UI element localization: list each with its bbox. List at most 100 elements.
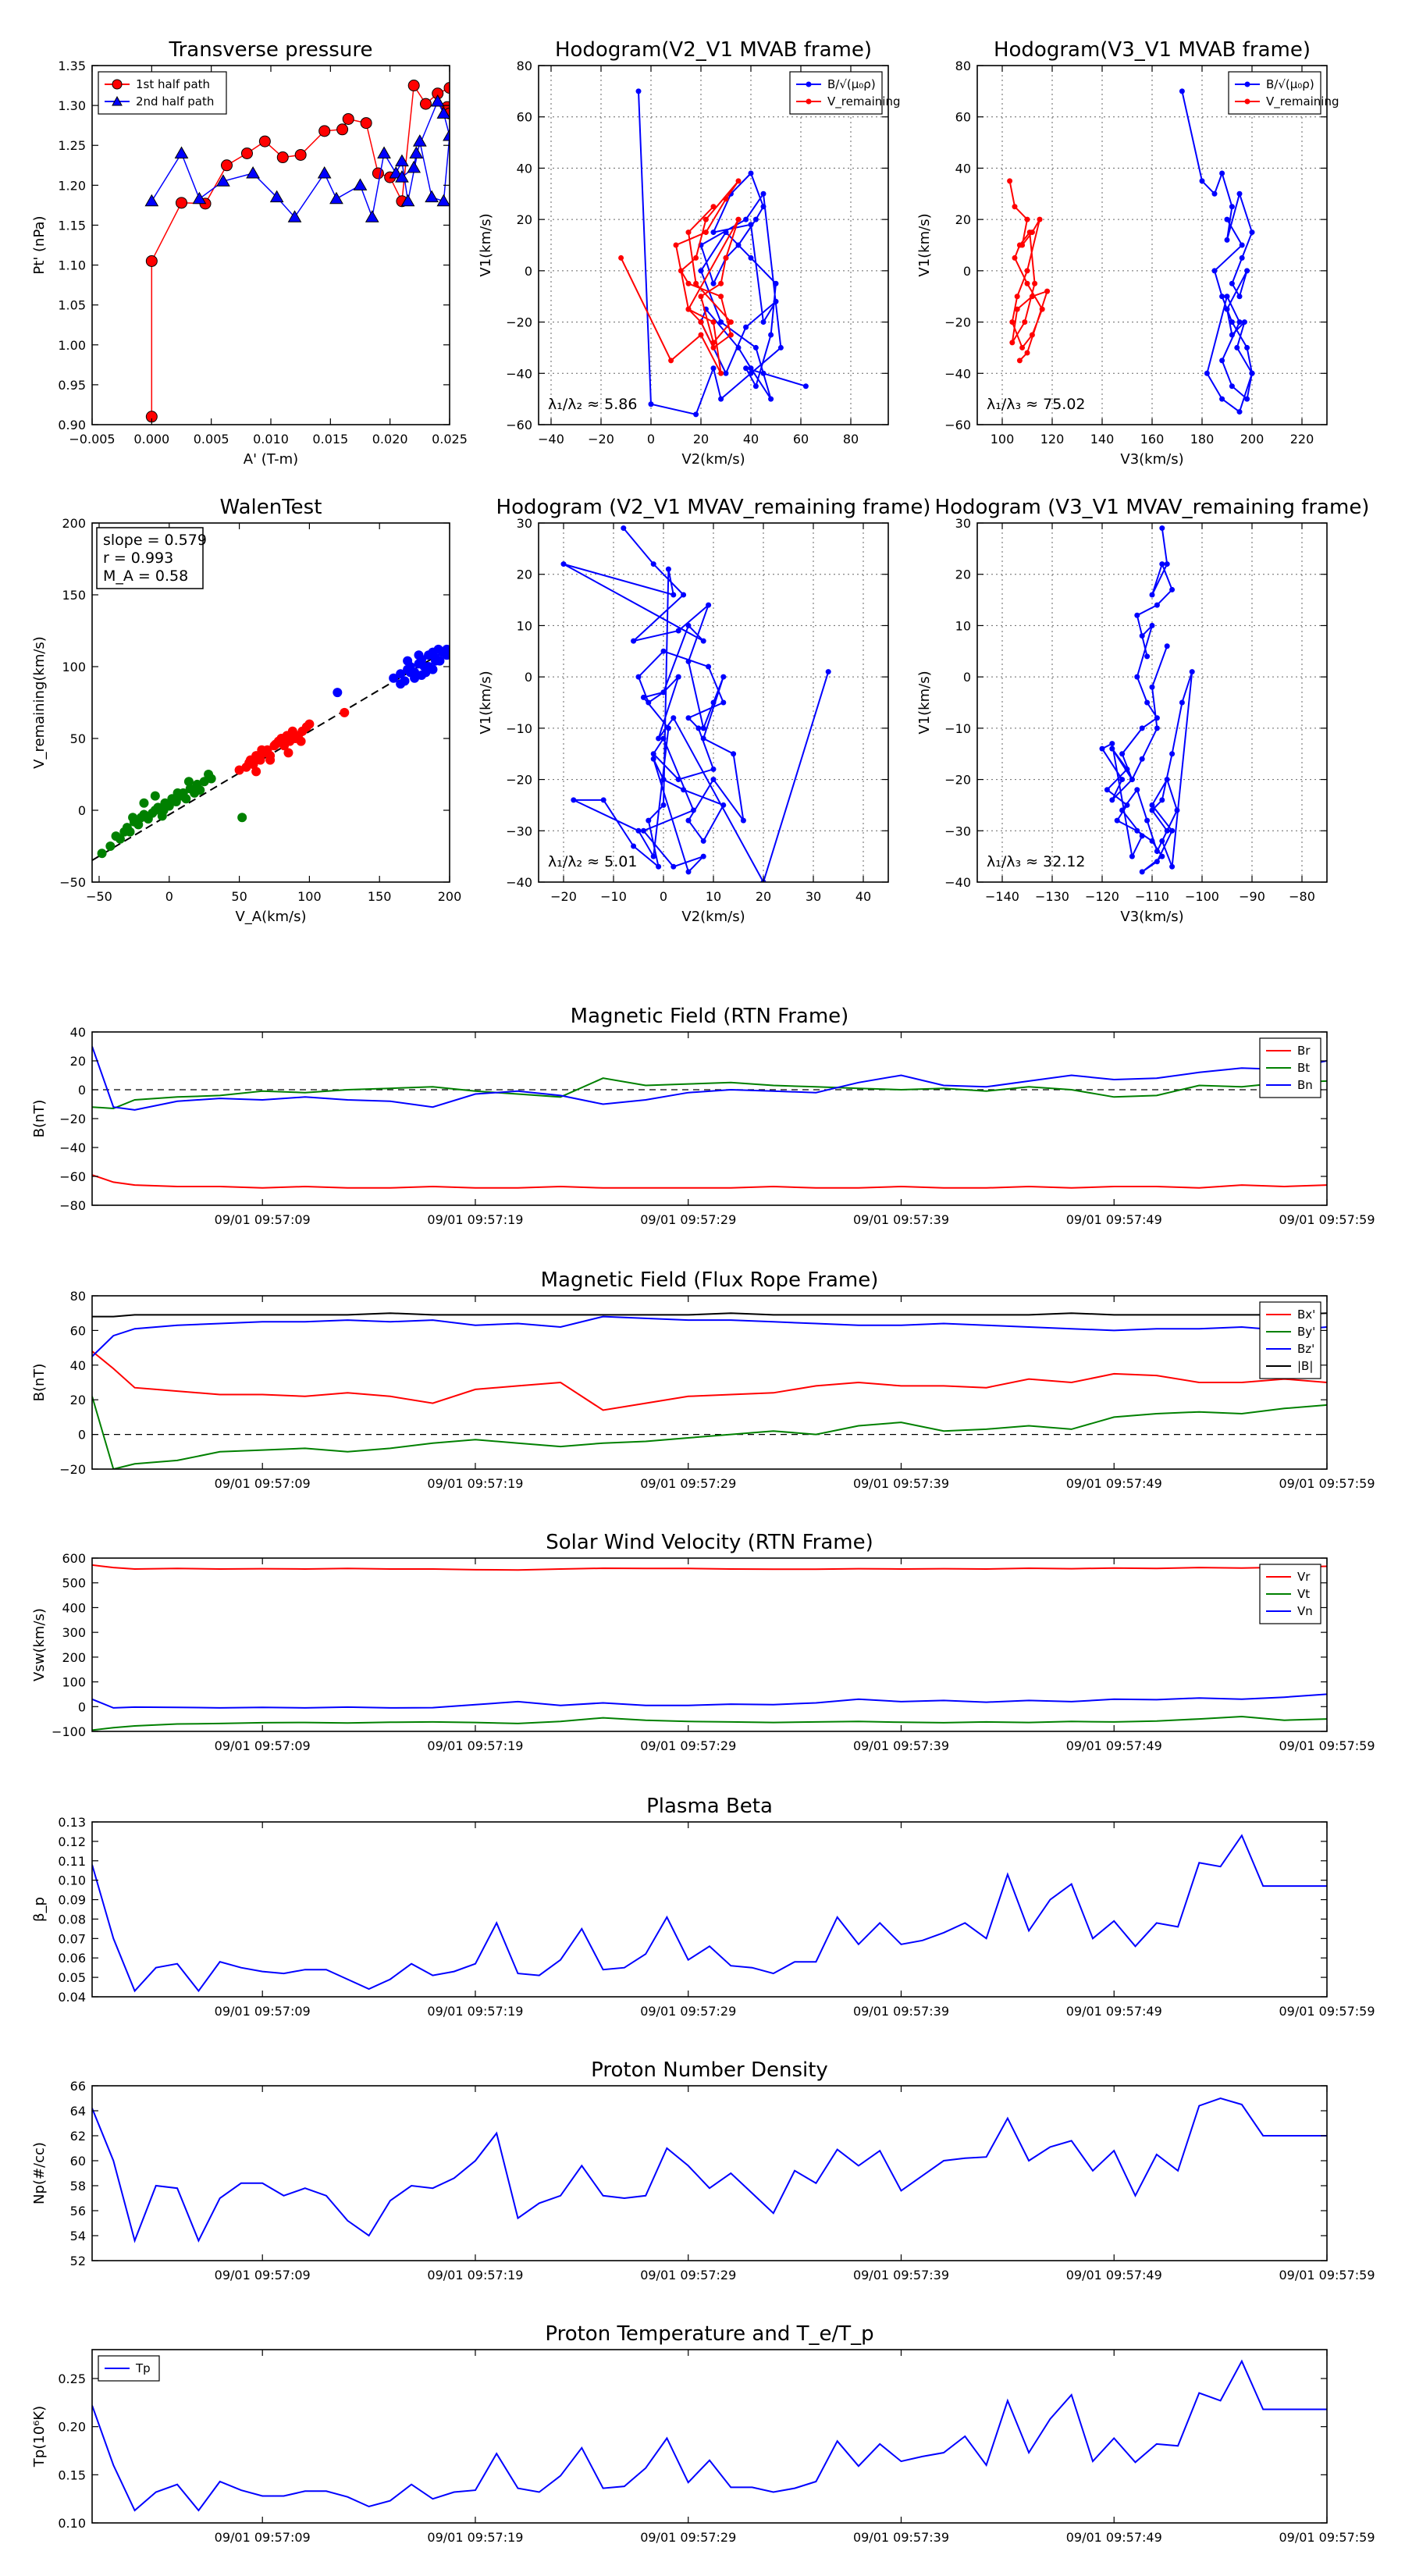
data-point: [760, 190, 767, 197]
legend-label: B/√(μ₀ρ): [1266, 77, 1314, 91]
x-tick-label: 200: [1240, 432, 1264, 447]
y-tick-label: 20: [517, 568, 532, 582]
x-tick-label: 09/01 09:57:29: [640, 1212, 736, 1227]
chart-p7: 09/01 09:57:09 09/01 09:57:19 09/01 09:57:…: [31, 1005, 1375, 1227]
y-tick-label: −20: [944, 773, 971, 788]
data-point: [158, 806, 169, 815]
data-point: [1134, 827, 1140, 834]
y-tick-label: −100: [52, 1724, 86, 1739]
data-point: [710, 699, 717, 706]
plot-area: [92, 644, 450, 861]
series-line-|B|: [92, 1312, 1327, 1318]
y-tick-label: 40: [70, 1358, 86, 1373]
x-tick-label: 09/01 09:57:59: [1279, 1738, 1375, 1753]
legend-box: [789, 71, 883, 115]
data-point: [1012, 204, 1018, 210]
x-tick-label: 09/01 09:57:49: [1066, 1212, 1162, 1227]
chart-p5: −20 −10 0 10 20 30 40−40−30−20−100102030Hodogr…: [478, 496, 930, 925]
data-point: [1236, 294, 1243, 300]
data-point: [670, 863, 677, 870]
data-point: [333, 688, 343, 698]
legend-label: 1st half path: [136, 77, 210, 91]
plot-frame: [91, 1295, 1328, 1470]
data-point: [1119, 777, 1126, 783]
legend-label: Bz': [1297, 1342, 1314, 1356]
data-point: [1016, 358, 1023, 364]
data-point: [743, 324, 749, 330]
data-point: [1119, 807, 1126, 813]
data-point: [1149, 622, 1155, 628]
data-point: [1159, 525, 1165, 532]
fit-line: [92, 647, 450, 861]
x-axis-label: V2(km/s): [681, 909, 745, 925]
data-point: [1149, 807, 1155, 813]
y-tick-label: 600: [62, 1551, 86, 1566]
data-point: [365, 210, 379, 222]
data-point: [1134, 674, 1140, 680]
data-point: [1024, 216, 1030, 222]
x-tick-label: −90: [1239, 889, 1265, 904]
x-tick-label: −20: [550, 889, 577, 904]
x-tick-label: 20: [693, 432, 709, 447]
data-point: [183, 777, 194, 787]
y-tick-label: 60: [70, 1323, 86, 1338]
plot-area: [1007, 88, 1255, 415]
data-point: [251, 767, 261, 777]
data-point: [1236, 319, 1243, 326]
data-point: [199, 777, 209, 787]
y-axis-label: V1(km/s): [478, 671, 494, 734]
data-point: [646, 699, 652, 706]
y-tick-label: −40: [506, 875, 532, 890]
data-point: [405, 667, 415, 678]
y-tick-label: 54: [70, 2229, 86, 2243]
y-tick-label: 58: [70, 2179, 86, 2194]
data-point: [1211, 190, 1218, 197]
y-tick-label: −20: [59, 1462, 86, 1477]
y-tick-label: 0: [963, 264, 971, 279]
data-point: [1236, 190, 1243, 197]
x-tick-label: −100: [1185, 889, 1219, 904]
data-point: [723, 196, 729, 202]
data-point: [240, 147, 253, 159]
x-tick-label: 200: [438, 889, 462, 904]
x-tick-label: −10: [600, 889, 627, 904]
data-point: [119, 827, 130, 837]
legend-marker: [1244, 98, 1250, 105]
y-tick-label: 50: [70, 731, 86, 746]
data-point: [656, 735, 662, 742]
data-point: [1032, 280, 1038, 286]
data-point: [760, 370, 767, 376]
y-tick-label: 20: [955, 212, 971, 227]
y-tick-label: 1.10: [58, 258, 86, 273]
data-point: [668, 358, 674, 364]
data-point: [342, 112, 354, 125]
y-tick-label: 0: [963, 670, 971, 685]
data-point: [133, 820, 144, 830]
x-tick-label: 09/01 09:57:49: [1066, 1476, 1162, 1491]
data-point: [1244, 396, 1250, 402]
data-point: [414, 650, 424, 660]
y-tick-label: 0.09: [58, 1893, 86, 1908]
y-tick-label: 0: [78, 1428, 86, 1443]
y-axis-label: Tp(10⁶K): [31, 2406, 48, 2467]
y-tick-label: 60: [517, 110, 532, 125]
y-axis-label: β_p: [31, 1897, 48, 1922]
data-point: [748, 170, 754, 176]
chart-title: Plasma Beta: [646, 1795, 773, 1818]
data-point: [1179, 699, 1185, 706]
y-tick-label: 60: [955, 110, 971, 125]
eigen-ratio-label: λ₁/λ₃ ≈ 75.02: [987, 396, 1086, 413]
y-tick-label: 0.13: [58, 1815, 86, 1830]
data-point: [1169, 586, 1176, 592]
data-point: [255, 755, 265, 765]
series-line-V_remaining: [620, 180, 739, 374]
data-point: [318, 125, 331, 137]
data-point: [735, 216, 742, 222]
data-point: [1236, 409, 1243, 415]
x-tick-label: 09/01 09:57:49: [1066, 2004, 1162, 2019]
legend-label: Tp: [135, 2361, 151, 2375]
chart-p1: −0.005 0.000 0.005 0.010 0.015 0.020 0.025 0.90…: [31, 38, 468, 468]
data-point: [640, 827, 646, 834]
data-point: [723, 370, 729, 376]
y-tick-label: 0.12: [58, 1834, 86, 1849]
